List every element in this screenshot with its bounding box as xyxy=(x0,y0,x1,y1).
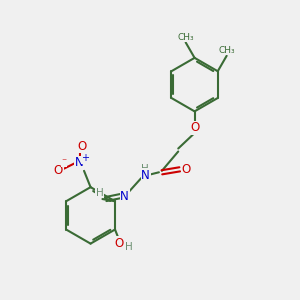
Text: O: O xyxy=(54,164,63,177)
Text: O: O xyxy=(182,163,191,176)
Text: H: H xyxy=(141,164,149,174)
Text: O: O xyxy=(77,140,86,153)
Text: H: H xyxy=(96,188,103,197)
Text: +: + xyxy=(81,153,89,163)
Text: N: N xyxy=(75,156,84,169)
Text: CH₃: CH₃ xyxy=(218,46,235,55)
Text: O: O xyxy=(190,121,199,134)
Text: N: N xyxy=(120,190,129,202)
Text: N: N xyxy=(141,169,150,182)
Text: O: O xyxy=(115,237,124,250)
Text: CH₃: CH₃ xyxy=(177,33,194,42)
Text: H: H xyxy=(124,242,132,252)
Text: ⁻: ⁻ xyxy=(62,157,67,167)
